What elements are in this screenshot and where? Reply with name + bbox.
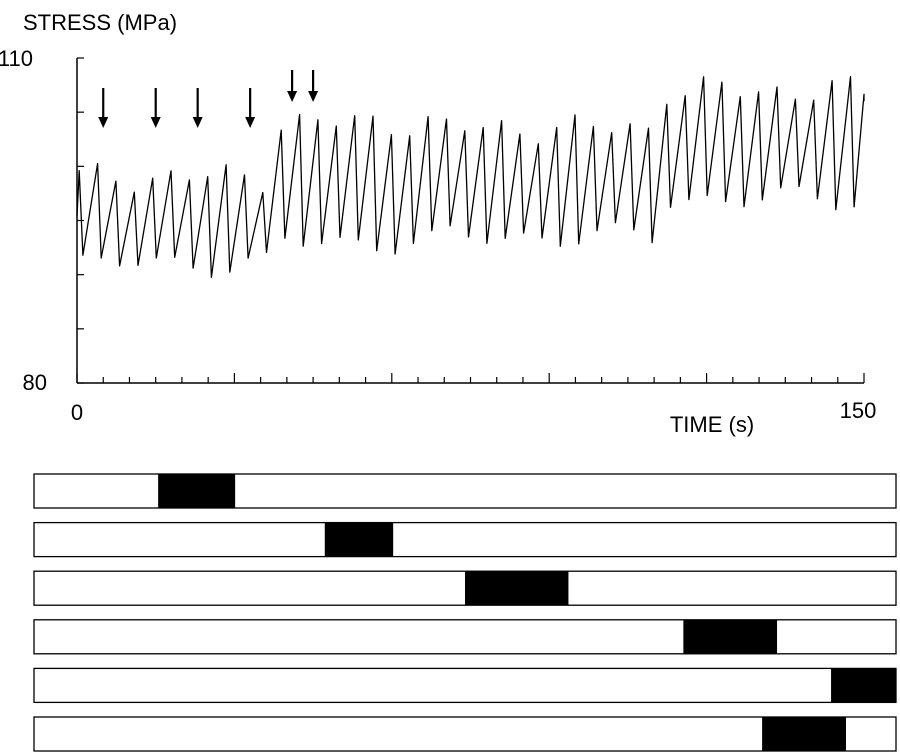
timeline-block	[324, 522, 394, 557]
timeline-block	[831, 668, 896, 703]
series-line-0	[76, 76, 865, 279]
timeline-block	[158, 474, 236, 508]
x-axis-ticks	[76, 373, 865, 383]
timeline-track	[33, 667, 897, 704]
down-arrow-icon	[245, 88, 256, 128]
arrow-annotations	[98, 70, 319, 128]
timeline-row	[33, 570, 897, 606]
timeline-track	[33, 716, 897, 752]
x-tick-label-end: 150	[840, 398, 877, 423]
timeline-row	[33, 473, 897, 509]
timeline-block	[465, 571, 569, 606]
down-arrow-icon	[287, 70, 298, 102]
timeline-track	[33, 521, 897, 558]
x-axis-label: TIME (s)	[670, 412, 754, 437]
series-group	[76, 76, 865, 279]
y-tick-label-top: 110	[0, 46, 33, 71]
timeline-bars-panel	[33, 473, 897, 752]
y-tick-label-bottom: 80	[23, 370, 47, 395]
down-arrow-icon	[308, 70, 319, 102]
timeline-row	[33, 667, 897, 704]
timeline-row	[33, 521, 897, 558]
y-axis-ticks	[77, 57, 84, 384]
timeline-block	[683, 619, 778, 654]
stress-time-chart: STRESS (MPa) 110 80 0 150 TIME (s)	[0, 10, 876, 437]
down-arrow-icon	[192, 88, 203, 128]
down-arrow-icon	[98, 88, 109, 128]
x-tick-label-start: 0	[71, 400, 83, 425]
down-arrow-icon	[150, 88, 161, 128]
timeline-block	[762, 717, 847, 751]
timeline-row	[33, 619, 897, 655]
timeline-row	[33, 716, 897, 752]
y-axis-label: STRESS (MPa)	[23, 10, 177, 35]
